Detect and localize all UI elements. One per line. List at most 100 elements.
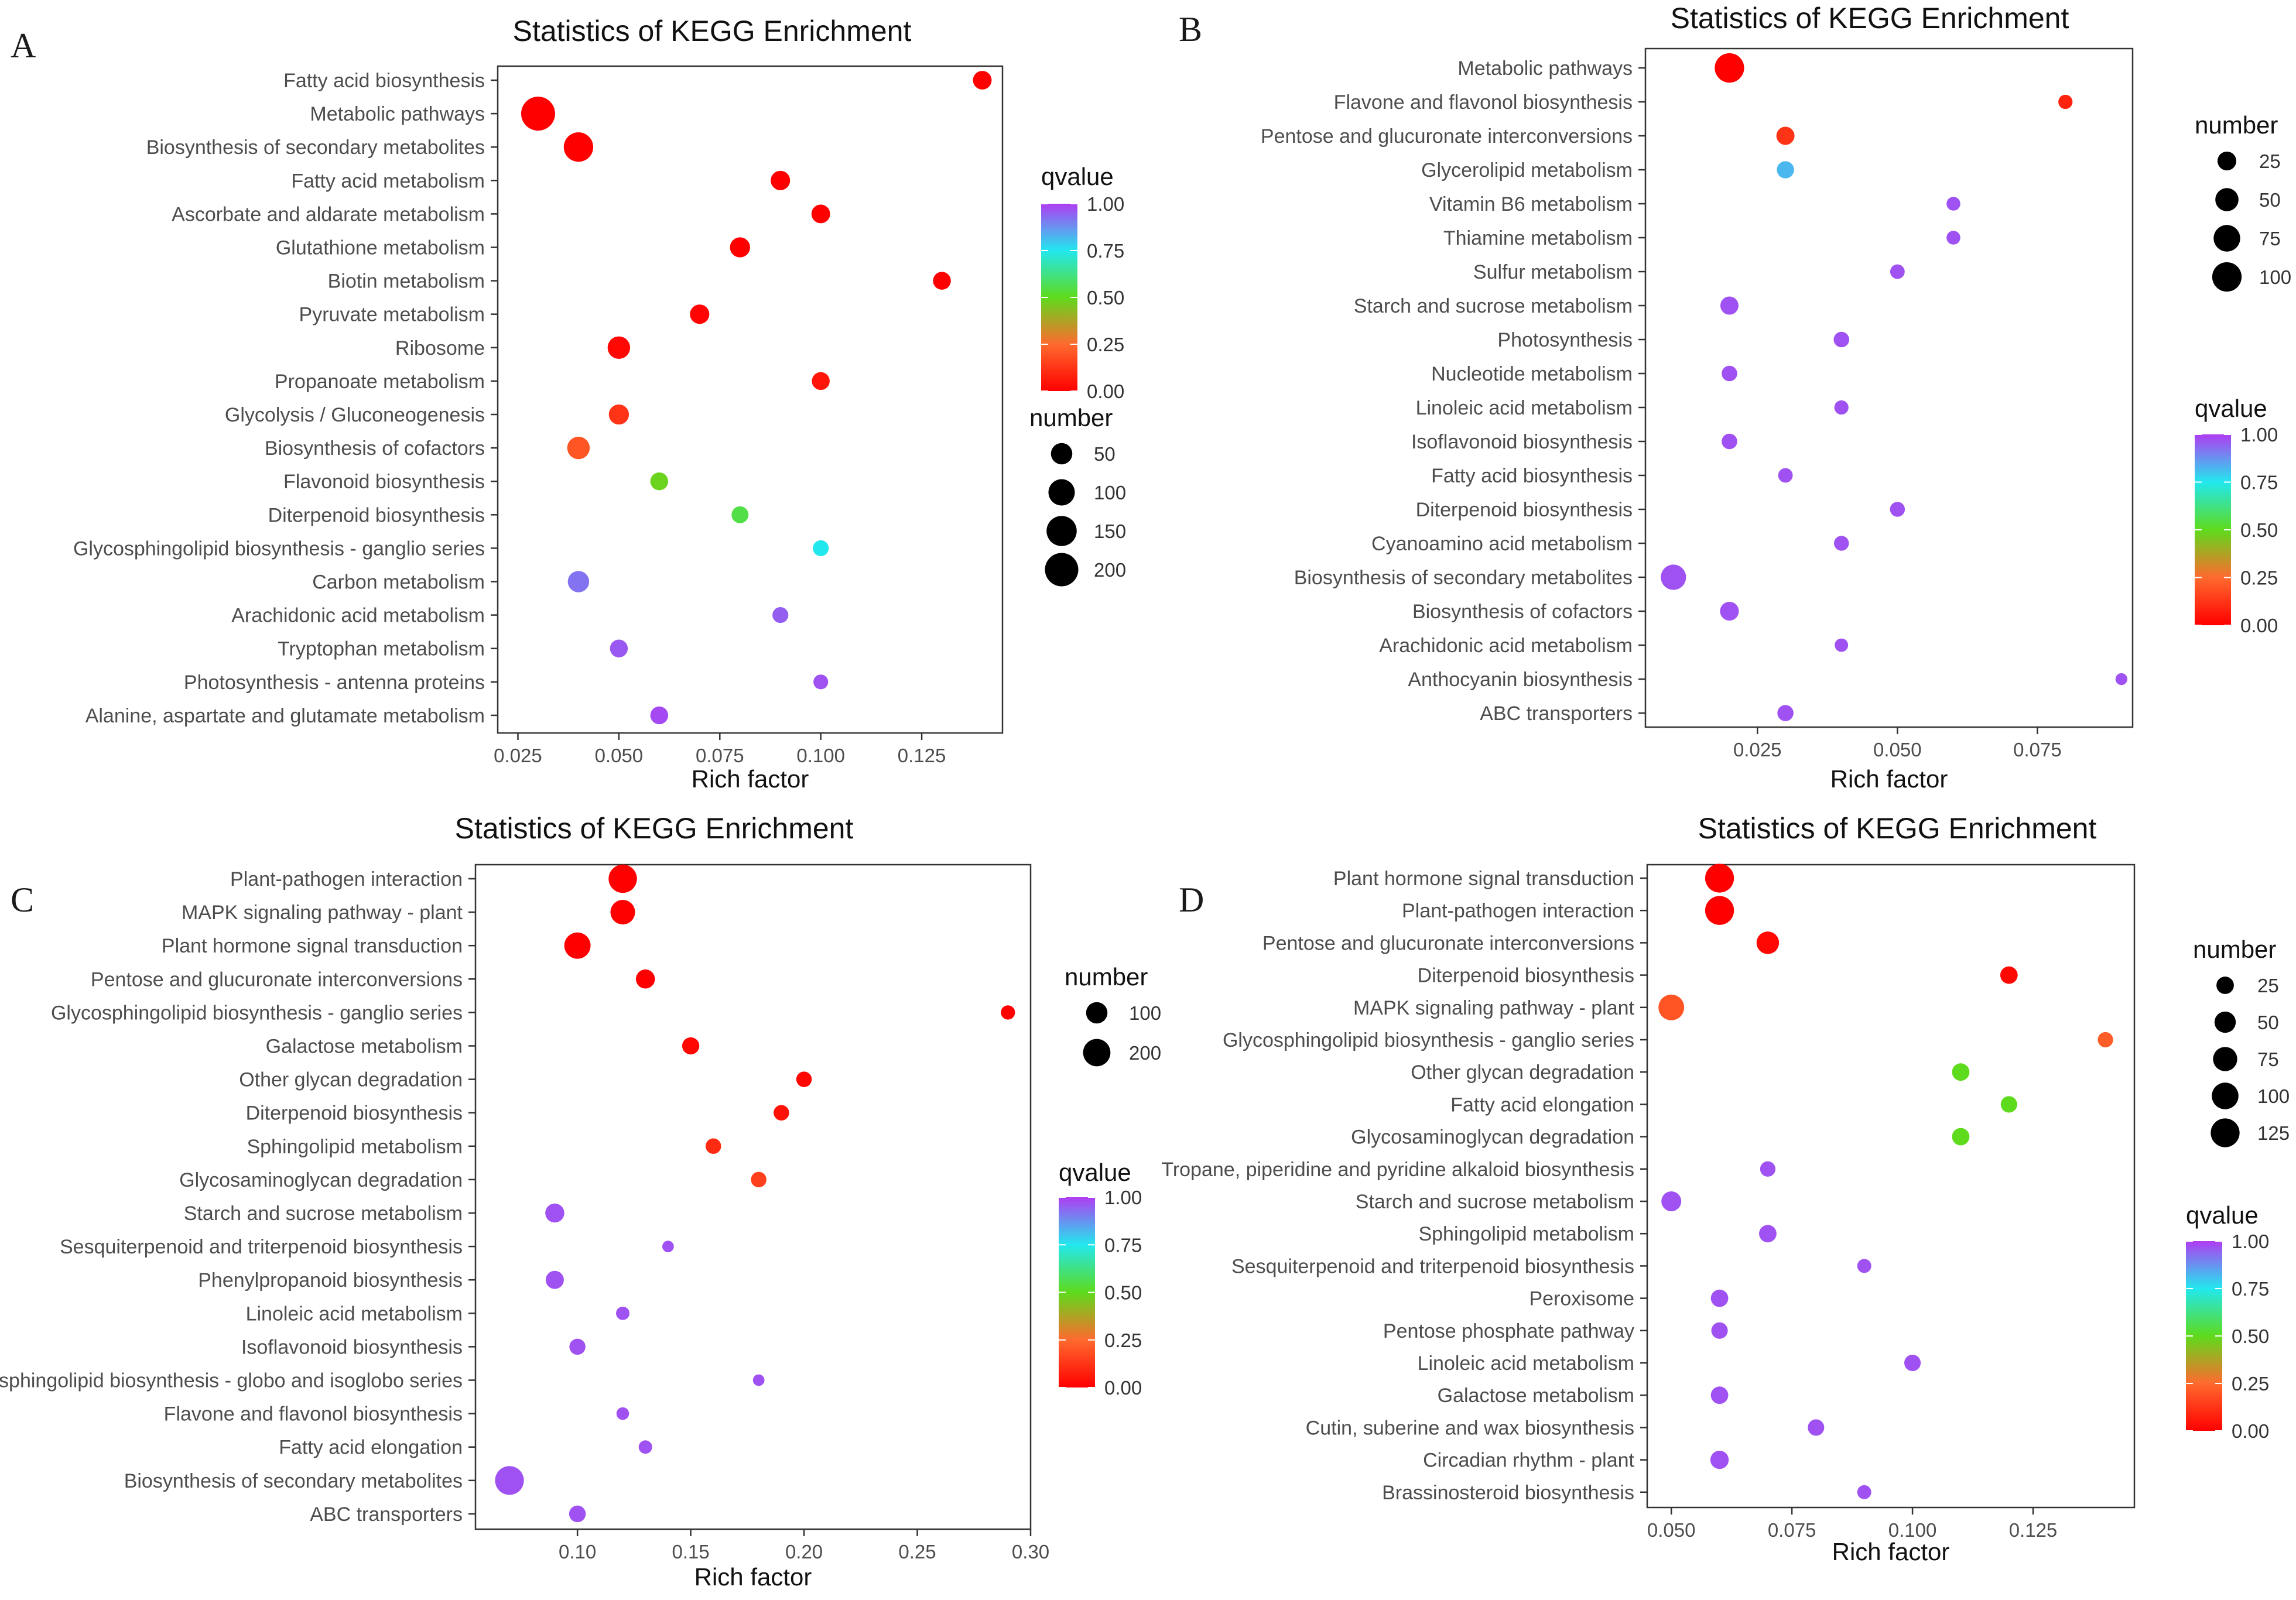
pathway-label: Glycosaminoglycan degradation: [1351, 1126, 1634, 1149]
x-axis-label: Rich factor: [1830, 765, 1948, 793]
plot-area: [497, 65, 1004, 734]
x-tick-label: 0.125: [898, 745, 946, 766]
pathway-label: Fatty acid biosynthesis: [283, 70, 485, 92]
data-point: [1759, 1225, 1777, 1243]
data-point: [796, 1071, 812, 1087]
pathway-label: Cutin, suberine and wax biosynthesis: [1306, 1417, 1634, 1439]
data-point: [608, 864, 637, 893]
pathway-label: Propanoate metabolism: [275, 371, 485, 393]
pathway-label: Nucleotide metabolism: [1431, 363, 1633, 385]
size-legend-label: 200: [1094, 559, 1126, 581]
colorbar-label: 0.50: [2232, 1325, 2269, 1347]
size-legend-dot: [1086, 1002, 1108, 1024]
pathway-label: Ascorbate and aldarate metabolism: [172, 203, 485, 225]
x-tick-label: 0.20: [785, 1541, 823, 1563]
data-point: [567, 571, 590, 592]
pathway-label: Ribosome: [395, 337, 485, 359]
x-tick-label: 0.15: [672, 1541, 709, 1563]
size-legend-dot: [2214, 1011, 2236, 1033]
data-point: [569, 1338, 586, 1355]
pathway-label: Diterpenoid biosynthesis: [1416, 499, 1633, 521]
pathway-label: Sesquiterpenoid and triterpenoid biosynt…: [60, 1236, 463, 1258]
data-point: [1722, 433, 1737, 450]
size-legend-label: 125: [2257, 1122, 2290, 1144]
pathway-label: Pentose phosphate pathway: [1383, 1320, 1634, 1342]
size-legend-label: 50: [1094, 443, 1116, 465]
pathway-label: Fatty acid elongation: [279, 1437, 463, 1459]
size-legend-title: number: [2193, 936, 2276, 963]
size-legend-dot: [2215, 188, 2239, 211]
size-legend-title: number: [2195, 111, 2278, 139]
data-point: [567, 436, 590, 460]
data-point: [2058, 94, 2073, 109]
data-point: [706, 1138, 721, 1154]
size-legend-dot: [1048, 479, 1075, 506]
data-point: [1661, 564, 1686, 590]
pathway-label: Pentose and glucuronate interconversions: [1261, 125, 1633, 148]
pathway-label: Flavonoid biosynthesis: [283, 471, 485, 493]
x-tick-label: 0.050: [1647, 1519, 1696, 1541]
pathway-label: Other glycan degradation: [239, 1069, 463, 1091]
colorbar-label: 0.75: [1104, 1234, 1142, 1256]
data-point: [2097, 1032, 2113, 1048]
data-point: [813, 540, 829, 557]
pathway-label: Sphingolipid metabolism: [1418, 1223, 1634, 1245]
pathway-label: Metabolic pathways: [1457, 57, 1633, 80]
pathway-label: Sphingolipid metabolism: [247, 1136, 463, 1158]
pathway-label: Photosynthesis: [1497, 329, 1633, 351]
pathway-label: Isoflavonoid biosynthesis: [241, 1336, 463, 1358]
colorbar-label: 1.00: [2240, 424, 2278, 446]
data-point: [1710, 1450, 1729, 1469]
data-point: [1661, 1191, 1682, 1211]
pathway-label: Starch and sucrose metabolism: [1354, 295, 1633, 317]
pathway-label: Other glycan degradation: [1411, 1061, 1634, 1084]
pathway-label: Plant hormone signal transduction: [1333, 868, 1634, 890]
pathway-label: Tryptophan metabolism: [278, 638, 485, 660]
size-legend-label: 100: [1129, 1002, 1161, 1024]
x-tick-label: 0.075: [2013, 739, 2062, 760]
data-point: [635, 969, 655, 989]
pathway-label: Glycosphingolipid biosynthesis - ganglio…: [73, 537, 485, 560]
data-point: [495, 1466, 524, 1495]
chart-title: Statistics of KEGG Enrichment: [1698, 812, 2097, 845]
x-tick-label: 0.30: [1012, 1541, 1049, 1563]
chart-title: Statistics of KEGG Enrichment: [1671, 2, 2069, 35]
data-point: [545, 1203, 564, 1223]
pathway-label: Pentose and glucuronate interconversions: [91, 968, 463, 991]
pathway-label: Photosynthesis - antenna proteins: [184, 671, 485, 694]
x-tick-label: 0.10: [559, 1541, 596, 1563]
x-tick-label: 0.100: [796, 745, 845, 766]
pathway-label: Glycosphingolipid biosynthesis - globo a…: [0, 1370, 463, 1392]
colorbar-label: 0.00: [2240, 615, 2278, 636]
x-tick-label: 0.075: [696, 745, 744, 766]
size-legend-dot: [1083, 1039, 1111, 1067]
x-tick-label: 0.025: [494, 745, 542, 766]
pathway-label: Circadian rhythm - plant: [1423, 1450, 1634, 1472]
data-point: [1001, 1005, 1015, 1020]
data-point: [1857, 1485, 1871, 1499]
data-point: [774, 1105, 789, 1121]
panel-b: Statistics of KEGG Enrichment 0.025 0.050 0…: [1261, 2, 2291, 793]
data-point: [1890, 264, 1905, 279]
pathway-label: Biosynthesis of cofactors: [1412, 601, 1633, 623]
colorbar-label: 0.50: [1087, 287, 1124, 309]
data-point: [1710, 1386, 1729, 1404]
colorbar-label: 0.00: [2232, 1420, 2269, 1442]
data-point: [682, 1037, 700, 1055]
data-point: [1720, 296, 1739, 315]
colorbar-label: 0.75: [2232, 1278, 2269, 1300]
data-point: [521, 97, 555, 131]
data-point: [1658, 994, 1685, 1020]
data-point: [1946, 231, 1960, 245]
data-point: [812, 372, 830, 390]
data-point: [1833, 331, 1849, 348]
pathway-label: Vitamin B6 metabolism: [1429, 193, 1633, 215]
data-point: [616, 1306, 629, 1320]
pathway-label: Linoleic acid metabolism: [1418, 1352, 1634, 1375]
data-point: [1711, 1322, 1728, 1339]
pathway-label: Biotin metabolism: [328, 270, 485, 293]
colorbar-label: 0.25: [1104, 1330, 1142, 1351]
size-legend-label: 100: [1094, 482, 1126, 503]
pathway-label: Galactose metabolism: [266, 1036, 463, 1058]
